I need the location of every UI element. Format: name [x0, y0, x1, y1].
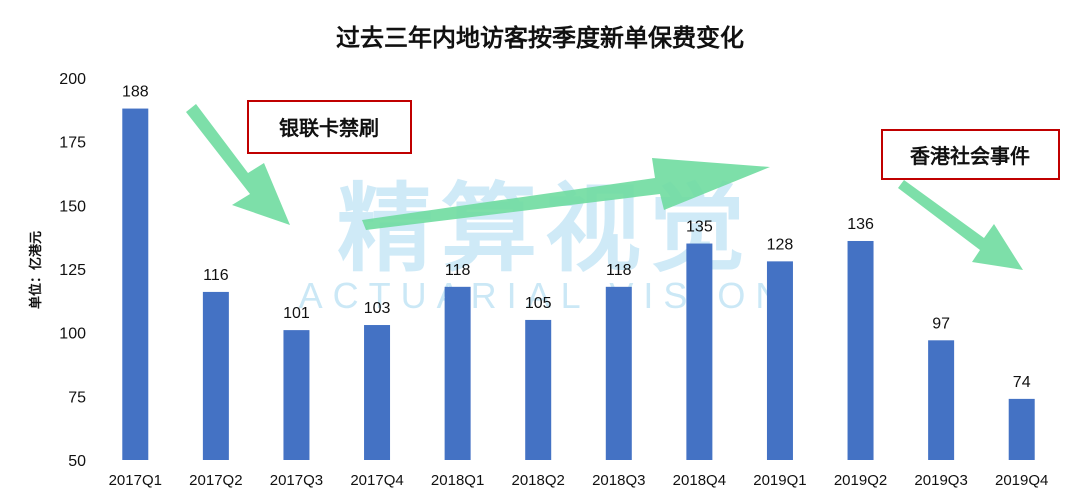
bar-2017Q2: [202, 291, 229, 460]
bar-2018Q1: [444, 286, 471, 460]
bar-2019Q1: [766, 261, 793, 460]
x-axis-ticks: 2017Q1 2017Q2 2017Q3 2017Q4 2018Q1 2018Q2 2018…: [109, 472, 1049, 489]
x-tick-label-2018Q3: 2018Q3: [592, 472, 645, 489]
data-label-2019Q1: 128: [767, 236, 794, 253]
y-axis-ticks: 50 75 100 125 150 175 200: [59, 71, 86, 470]
data-label-2019Q3: 97: [932, 315, 950, 332]
data-label-2017Q4: 103: [364, 300, 391, 317]
callout-text-2: 香港社会事件: [910, 144, 1030, 168]
y-tick-label: 75: [68, 389, 86, 406]
y-tick-label: 150: [59, 198, 86, 215]
x-tick-label-2018Q4: 2018Q4: [673, 472, 726, 489]
bar-2017Q1: [122, 108, 149, 460]
bar-2017Q4: [364, 325, 391, 460]
x-tick-label-2018Q2: 2018Q2: [512, 472, 565, 489]
data-label-2018Q3: 118: [606, 262, 632, 279]
callout-box-1: [247, 100, 412, 154]
data-label-2019Q2: 136: [847, 216, 874, 233]
bar-2019Q3: [928, 340, 955, 460]
y-tick-label: 175: [59, 135, 86, 152]
annotation-unionpay: 银联卡禁刷: [247, 100, 412, 154]
data-label-2019Q4: 74: [1013, 374, 1031, 391]
data-label-2018Q1: 118: [445, 262, 471, 279]
x-tick-label-2017Q4: 2017Q4: [350, 472, 403, 489]
callout-box-2: [881, 129, 1060, 180]
data-label-2017Q2: 116: [203, 267, 229, 284]
y-tick-label: 100: [59, 326, 86, 343]
up-arrow: [362, 158, 770, 230]
y-tick-label: 125: [59, 262, 86, 279]
bar-2018Q4: [686, 243, 713, 460]
x-tick-label-2017Q2: 2017Q2: [189, 472, 242, 489]
bar-2017Q3: [283, 330, 310, 460]
bar-2019Q4: [1008, 398, 1035, 460]
x-tick-label-2019Q1: 2019Q1: [753, 472, 806, 489]
callout-text-1: 银联卡禁刷: [279, 116, 379, 140]
x-tick-label-2018Q1: 2018Q1: [431, 472, 484, 489]
data-labels: 188 116 101 103 118 105 118 135 128 136 97 74: [122, 84, 1031, 391]
bar-2018Q2: [525, 319, 552, 460]
data-label-2017Q3: 101: [283, 305, 310, 322]
data-label-2018Q2: 105: [525, 295, 552, 312]
down-arrow-1: [186, 104, 290, 225]
x-tick-label-2019Q3: 2019Q3: [914, 472, 967, 489]
y-axis-label: 单位：亿港元: [28, 231, 44, 309]
y-tick-label: 50: [68, 453, 86, 470]
x-tick-label-2019Q4: 2019Q4: [995, 472, 1048, 489]
x-tick-label-2017Q3: 2017Q3: [270, 472, 323, 489]
bar-2018Q3: [605, 286, 632, 460]
data-label-2018Q4: 135: [686, 219, 713, 236]
x-tick-label-2017Q1: 2017Q1: [109, 472, 162, 489]
x-tick-label-2019Q2: 2019Q2: [834, 472, 887, 489]
bar-2019Q2: [847, 240, 874, 460]
annotation-hk-events: 香港社会事件: [881, 129, 1060, 180]
y-tick-label: 200: [59, 71, 86, 88]
chart-title: 过去三年内地访客按季度新单保费变化: [336, 24, 744, 52]
trend-arrows: [186, 104, 1023, 270]
down-arrow-2: [898, 180, 1023, 270]
bars: [122, 108, 1035, 460]
data-label-2017Q1: 188: [122, 84, 149, 101]
